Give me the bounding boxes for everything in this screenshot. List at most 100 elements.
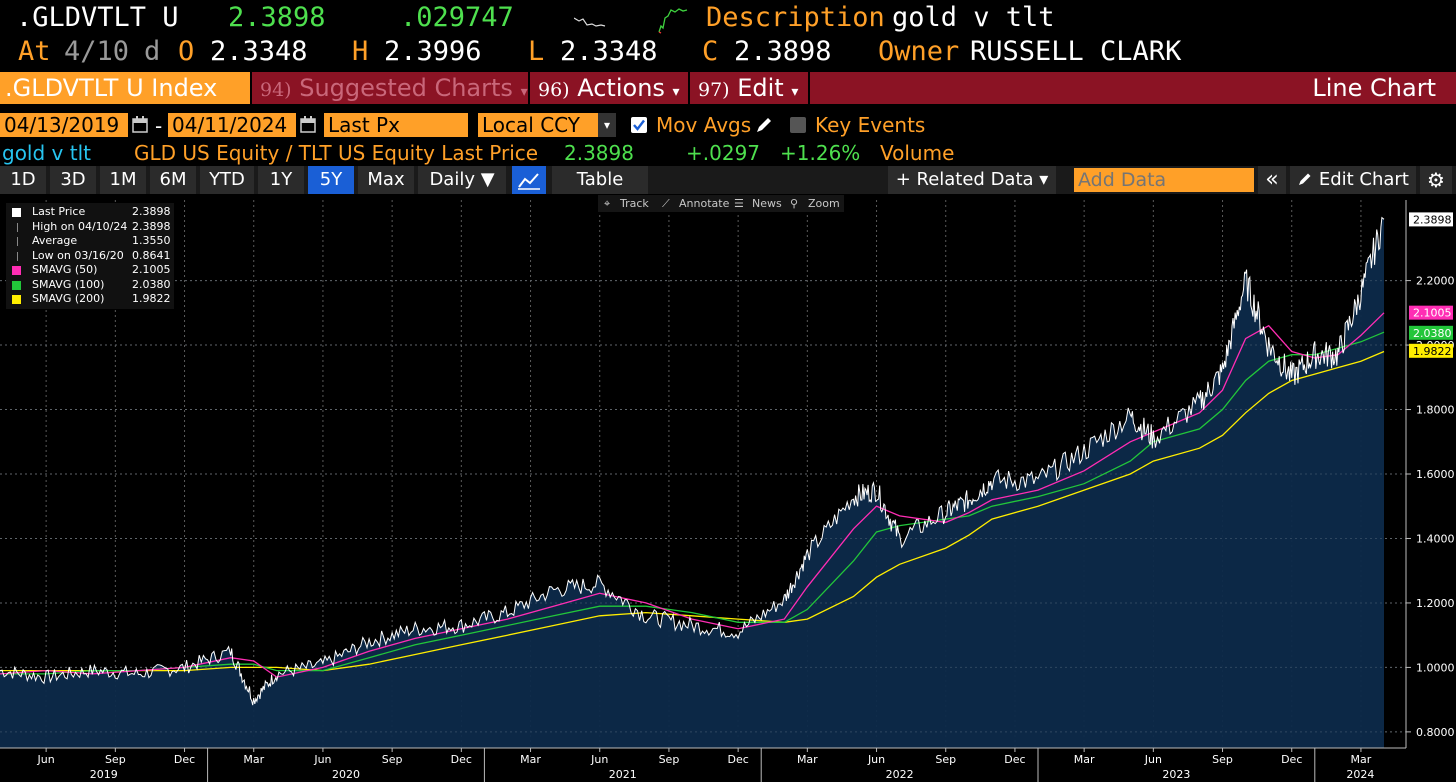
x-month-label: Jun [590,753,608,766]
mov-avgs-label[interactable]: Mov Avgs [656,113,752,137]
chart-tools-strip: ⌖ Track ⟋ Annotate ☰ News ⚲ Zoom [598,195,844,212]
security-field[interactable]: .GLDVTLT U Index [0,72,250,104]
suggested-number: 94) [260,79,292,101]
at-suffix: d [144,36,161,67]
at-date: 4/10 [64,36,130,67]
annotate-icon[interactable]: ⟋ [662,197,670,210]
header-row-2: At 4/10 d O 2.3348 H 2.3996 L 2.3348 C 2… [0,36,1456,72]
annotate-button[interactable]: Annotate [679,197,730,210]
description-label: Description [706,2,885,33]
edit-number: 97) [698,79,730,101]
open-label: O [178,36,195,67]
series-line-smavg-200- [0,350,1385,672]
period-button-1m[interactable]: 1M [100,166,146,194]
period-button-1y[interactable]: 1Y [258,166,304,194]
ticker: .GLDVTLT U [16,2,179,33]
legend-label: Average [32,234,78,247]
frequency-select[interactable]: Daily ▼ [418,166,506,194]
line-chart-icon-button[interactable] [512,166,546,194]
edit-chart-button[interactable]: Edit Chart [1290,166,1416,194]
header-row-1: .GLDVTLT U 2.3898 .029747 Description go… [0,2,1456,38]
key-events-checkbox[interactable] [790,117,806,133]
x-month-label: Dec [174,753,195,766]
legend-item[interactable]: SMAVG (100) 2.0380 [6,278,174,293]
series-formula: GLD US Equity / TLT US Equity Last Price [134,141,539,165]
series-line-smavg-50- [0,312,1385,678]
add-data-input[interactable] [1074,168,1254,192]
pencil-icon [1299,173,1311,185]
legend-value: 0.8641 [132,248,171,262]
owner-value: RUSSELL CLARK [970,36,1182,67]
period-button-1d[interactable]: 1D [0,166,46,194]
currency-select[interactable]: Local CCY [478,113,598,137]
period-button-6m[interactable]: 6M [150,166,196,194]
gear-icon[interactable]: ⚙ [1420,166,1452,194]
legend-item[interactable]: SMAVG (50) 2.1005 [6,263,174,278]
end-date-field[interactable]: 04/11/2024 [168,113,296,137]
legend-item[interactable]: Low on 03/16/20 0.8641 [6,249,174,264]
pencil-icon[interactable] [754,115,774,135]
x-year-label: 2021 [609,768,637,781]
high-value: 2.3996 [384,36,482,67]
news-button[interactable]: News [752,197,782,210]
table-button[interactable]: Table [552,166,648,194]
suggested-charts-button[interactable]: 94) Suggested Charts ▾ [260,72,528,104]
legend-value: 1.9822 [132,292,171,305]
date-dash: - [155,114,163,138]
suggested-label: Suggested Charts [299,74,513,102]
x-month-label: Jun [313,753,331,766]
period-button-max[interactable]: Max [358,166,414,194]
legend-item[interactable]: Average 1.3550 [6,234,174,249]
y-tick-label: 1.4000 [1416,532,1455,545]
legend-item[interactable]: Last Price 2.3898 [6,205,174,220]
close-value: 2.3898 [734,36,832,67]
start-date-field[interactable]: 04/13/2019 [0,113,128,137]
open-value: 2.3348 [210,36,308,67]
period-button-ytd[interactable]: YTD [200,166,254,194]
chart-legend: Last Price 2.3898 High on 04/10/24 2.3898 Av… [6,203,174,309]
price-tag-label: 1.9822 [1413,345,1452,358]
calendar-icon[interactable] [132,114,148,136]
close-label: C [702,36,719,67]
x-month-label: Sep [105,753,126,766]
y-tick-label: 1.8000 [1416,404,1455,417]
line-chart-icon [518,173,540,190]
x-year-label: 2022 [886,768,914,781]
zoom-icon[interactable]: ⚲ [790,197,799,210]
x-month-label: Jun [37,753,55,766]
legend-item[interactable]: High on 04/10/24 2.3898 [6,220,174,235]
last-price: 2.3898 [228,2,326,33]
volume-label[interactable]: Volume [880,141,955,165]
price-field-select[interactable]: Last Px [324,113,468,137]
y-tick-label: 2.2000 [1416,275,1455,288]
track-icon[interactable]: ⌖ [604,197,611,210]
low-value: 2.3348 [560,36,658,67]
legend-swatch [17,237,19,246]
period-button-3d[interactable]: 3D [50,166,96,194]
series-price: 2.3898 [564,141,634,165]
collapse-icon[interactable]: « [1258,166,1286,194]
currency-dropdown-icon[interactable]: ▾ [598,113,616,137]
owner-label: Owner [878,36,960,67]
zoom-button[interactable]: Zoom [808,197,840,210]
legend-item[interactable]: SMAVG (200) 1.9822 [6,292,174,307]
x-month-label: Mar [243,753,264,766]
chevron-down-icon: ▾ [520,84,528,100]
actions-button[interactable]: 96) Actions ▾ [538,72,680,104]
checkmark-icon [633,119,645,131]
key-events-label[interactable]: Key Events [815,113,926,137]
intraday-sparkline-icon [658,8,688,34]
edit-label: Edit [737,74,784,102]
mov-avgs-checkbox[interactable] [631,117,647,133]
period-button-5y[interactable]: 5Y [308,166,354,194]
edit-button[interactable]: 97) Edit ▾ [698,72,798,104]
x-month-label: Dec [1281,753,1302,766]
track-button[interactable]: Track [620,197,649,210]
legend-value: 2.3898 [132,205,171,218]
calendar-icon[interactable] [300,114,316,136]
price-chart[interactable]: 0.80001.00001.20001.40001.60001.80002.00… [0,196,1456,782]
related-data-button[interactable]: + Related Data ▾ [888,166,1056,194]
legend-label: Low on 03/16/20 [32,248,124,262]
x-month-label: Mar [520,753,541,766]
news-icon[interactable]: ☰ [734,197,744,210]
